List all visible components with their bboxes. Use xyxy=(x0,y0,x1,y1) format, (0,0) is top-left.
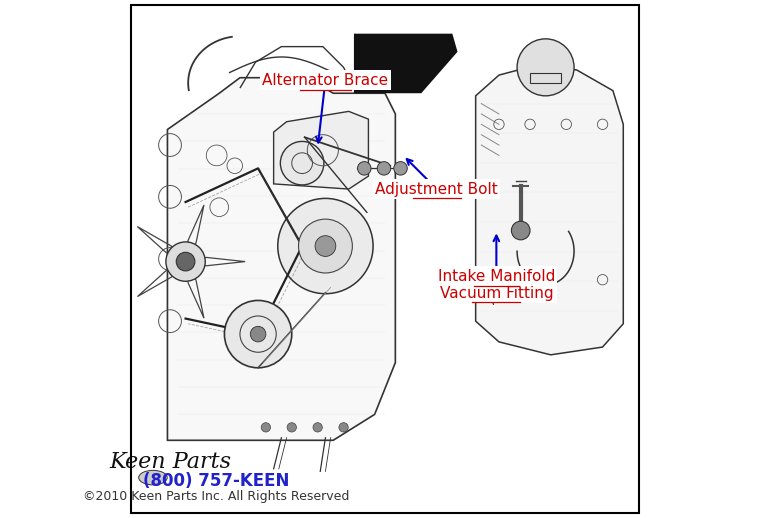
Circle shape xyxy=(357,162,371,175)
Polygon shape xyxy=(354,34,457,93)
Circle shape xyxy=(261,423,270,432)
Circle shape xyxy=(315,236,336,256)
Circle shape xyxy=(280,141,324,185)
Text: ©2010 Keen Parts Inc. All Rights Reserved: ©2010 Keen Parts Inc. All Rights Reserve… xyxy=(83,490,350,503)
Ellipse shape xyxy=(139,470,167,485)
Polygon shape xyxy=(476,65,623,355)
Circle shape xyxy=(250,326,266,342)
Text: Adjustment Bolt: Adjustment Bolt xyxy=(376,182,498,196)
Circle shape xyxy=(299,219,353,273)
Circle shape xyxy=(287,423,296,432)
Text: Keen Parts: Keen Parts xyxy=(109,451,231,473)
Polygon shape xyxy=(530,73,561,83)
Circle shape xyxy=(278,198,373,294)
Circle shape xyxy=(517,39,574,96)
Text: Intake Manifold
Vacuum Fitting: Intake Manifold Vacuum Fitting xyxy=(437,269,555,301)
Circle shape xyxy=(339,423,348,432)
Circle shape xyxy=(224,300,292,368)
Polygon shape xyxy=(273,111,368,189)
Circle shape xyxy=(313,423,323,432)
Text: (800) 757-KEEN: (800) 757-KEEN xyxy=(143,472,290,490)
Text: Alternator Brace: Alternator Brace xyxy=(263,73,389,88)
Circle shape xyxy=(393,162,407,175)
Circle shape xyxy=(176,252,195,271)
Circle shape xyxy=(511,221,530,240)
Circle shape xyxy=(166,242,206,281)
Circle shape xyxy=(377,162,390,175)
Polygon shape xyxy=(167,78,395,440)
